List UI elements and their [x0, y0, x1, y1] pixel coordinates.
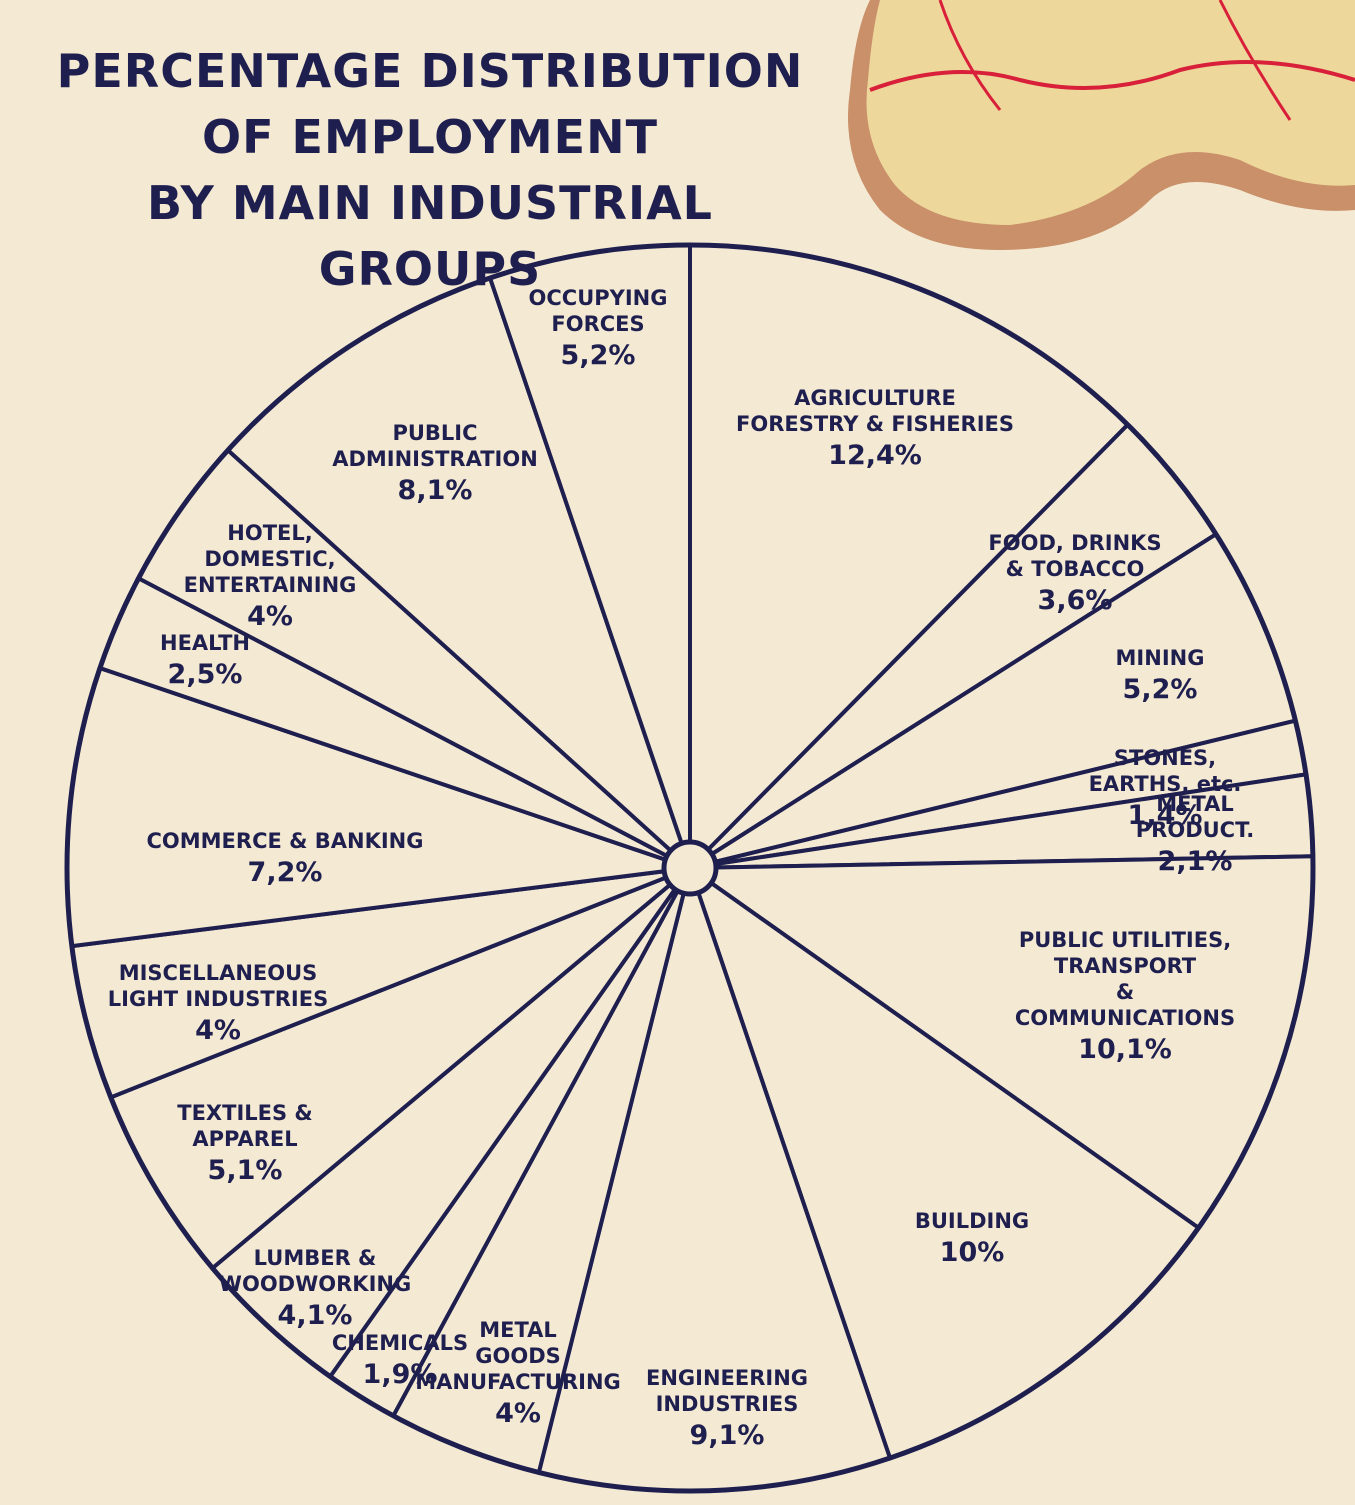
- value-label: 4%: [247, 601, 293, 632]
- slice-label: ENGINEERING INDUSTRIES 9,1%: [646, 1365, 808, 1455]
- slice-label: PUBLIC UTILITIES, TRANSPORT & COMMUNICAT…: [1010, 927, 1240, 1069]
- value-label: 3,6%: [1037, 585, 1113, 616]
- slice-label: HEALTH 2,5%: [160, 630, 250, 694]
- slice-label: BUILDING 10%: [915, 1208, 1029, 1272]
- slice-label: FOOD, DRINKS & TOBACCO 3,6%: [988, 530, 1161, 620]
- category-label: HOTEL, DOMESTIC, ENTERTAINING: [183, 521, 357, 597]
- category-label: OCCUPYING FORCES: [528, 286, 668, 336]
- value-label: 1,4%: [1127, 800, 1203, 831]
- value-label: 10,1%: [1078, 1034, 1172, 1065]
- slice-label: MINING 5,2%: [1116, 645, 1205, 709]
- value-label: 5,2%: [560, 340, 636, 371]
- value-label: 10%: [939, 1237, 1005, 1268]
- category-label: LUMBER & WOODWORKING: [218, 1246, 412, 1296]
- slice-label: COMMERCE & BANKING 7,2%: [147, 828, 424, 892]
- map-fragment: [848, 0, 1355, 250]
- value-label: 9,1%: [689, 1420, 765, 1451]
- category-label: FOOD, DRINKS & TOBACCO: [988, 531, 1162, 581]
- slice-label: OCCUPYING FORCES 5,2%: [529, 285, 668, 375]
- chart-title: PERCENTAGE DISTRIBUTION OF EMPLOYMENT BY…: [56, 44, 804, 296]
- category-label: METAL GOODS MANUFACTURING: [415, 1318, 621, 1394]
- slice-label: AGRICULTURE FORESTRY & FISHERIES 12,4%: [736, 385, 1014, 475]
- category-label: METAL PRODUCT.: [1135, 792, 1255, 842]
- category-label: PUBLIC ADMINISTRATION: [332, 421, 538, 471]
- slice-label: HOTEL, DOMESTIC, ENTERTAINING 4%: [184, 520, 357, 636]
- slice-label: METAL GOODS MANUFACTURING 4%: [415, 1317, 621, 1433]
- slice-label: STONES, EARTHS, etc. 1,4%: [1070, 745, 1260, 835]
- value-label: 1,9%: [362, 1359, 438, 1390]
- category-label: AGRICULTURE FORESTRY & FISHERIES: [736, 386, 1014, 436]
- slice-label: METAL PRODUCT. 2,1%: [1115, 791, 1275, 881]
- category-label: STONES, EARTHS, etc.: [1088, 746, 1242, 796]
- category-label: ENGINEERING INDUSTRIES: [645, 1366, 809, 1416]
- category-label: CHEMICALS: [331, 1331, 469, 1355]
- value-label: 12,4%: [828, 440, 922, 471]
- category-label: HEALTH: [160, 631, 250, 655]
- value-label: 4%: [495, 1398, 541, 1429]
- value-label: 5,1%: [207, 1155, 283, 1186]
- value-label: 2,1%: [1157, 846, 1233, 877]
- category-label: BUILDING: [914, 1209, 1030, 1233]
- value-label: 7,2%: [247, 857, 323, 888]
- center-hub: [661, 839, 719, 897]
- value-label: 4,1%: [277, 1300, 353, 1331]
- pie-outline: [64, 242, 1316, 1494]
- slice-label: MISCELLANEOUS LIGHT INDUSTRIES 4%: [108, 960, 328, 1050]
- slice-label: TEXTILES & APPAREL 5,1%: [177, 1100, 312, 1190]
- slice-label: CHEMICALS 1,9%: [332, 1330, 468, 1394]
- slice-label: PUBLIC ADMINISTRATION 8,1%: [332, 420, 538, 510]
- category-label: COMMERCE & BANKING: [146, 829, 424, 853]
- value-label: 5,2%: [1122, 674, 1198, 705]
- category-label: PUBLIC UTILITIES, TRANSPORT & COMMUNICAT…: [1014, 928, 1236, 1030]
- value-label: 8,1%: [397, 475, 473, 506]
- value-label: 4%: [195, 1015, 241, 1046]
- category-label: TEXTILES & APPAREL: [177, 1101, 313, 1151]
- category-label: MISCELLANEOUS LIGHT INDUSTRIES: [107, 961, 329, 1011]
- category-label: MINING: [1115, 646, 1205, 670]
- slice-label: LUMBER & WOODWORKING 4,1%: [219, 1245, 411, 1335]
- value-label: 2,5%: [167, 659, 243, 690]
